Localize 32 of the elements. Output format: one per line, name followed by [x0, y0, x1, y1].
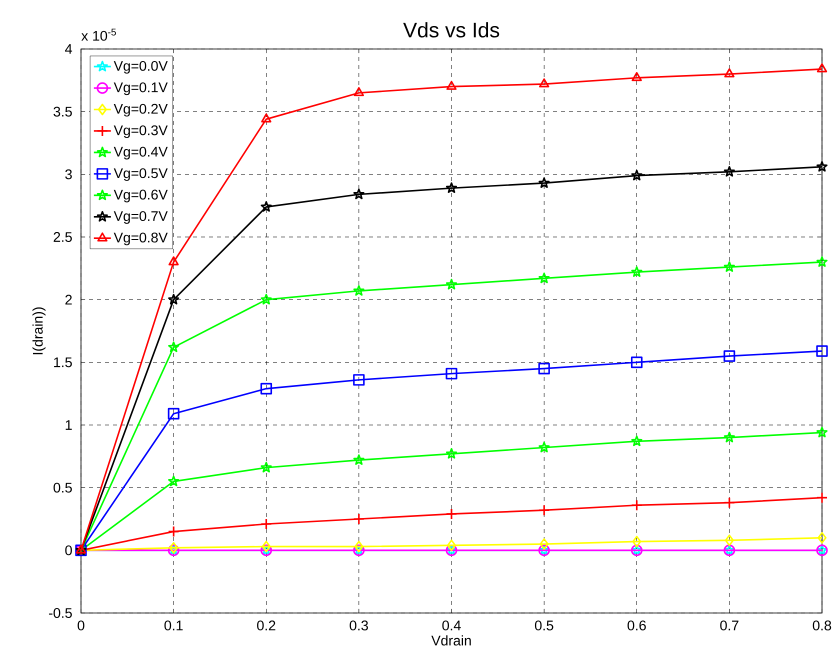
- y-tick-label: 0: [65, 545, 72, 556]
- x-tick-label: 0: [78, 620, 84, 630]
- legend-label: Vg=0.5V: [114, 168, 168, 181]
- legend-label: Vg=0.1V: [114, 82, 168, 96]
- x-axis-title: Vdrain: [431, 635, 471, 646]
- x-tick-label: 0.6: [628, 620, 646, 630]
- x-tick-label: 0.4: [442, 620, 461, 630]
- x-tick-label: 0.3: [350, 620, 368, 630]
- y-tick-label: 2.5: [54, 232, 72, 242]
- legend-label: Vg=0.4V: [114, 146, 168, 160]
- chart-title: Vds vs Ids: [403, 22, 500, 38]
- x-tick-label: 0.7: [720, 620, 738, 630]
- legend-label: Vg=0.3V: [114, 125, 168, 138]
- legend-label: Vg=0.2V: [114, 104, 168, 117]
- y-axis-title: I(drain)): [32, 307, 46, 354]
- x-tick-label: 0.2: [257, 620, 276, 630]
- legend-label: Vg=0.0V: [114, 60, 168, 74]
- y-tick-label: 3.5: [54, 106, 72, 117]
- y-tick-label: 1: [66, 420, 72, 430]
- y-tick-label: 1.5: [54, 357, 72, 368]
- legend-label: Vg=0.7V: [114, 211, 168, 224]
- text: x 10$^{-5}$: [81, 28, 116, 41]
- y-tick-label: 4: [65, 44, 72, 54]
- y-tick-label: -0.5: [48, 608, 72, 618]
- legend-label: Vg=0.6V: [114, 190, 168, 202]
- x-tick-label: 0.8: [812, 620, 832, 630]
- x-tick-label: 0.5: [534, 620, 554, 630]
- y-tick-label: 3: [65, 169, 72, 180]
- y-tick-label: 0.5: [54, 482, 72, 493]
- x-tick-label: 0.1: [164, 620, 183, 630]
- y-tick-label: 2: [65, 294, 72, 305]
- legend-label: Vg=0.8V: [114, 232, 168, 246]
